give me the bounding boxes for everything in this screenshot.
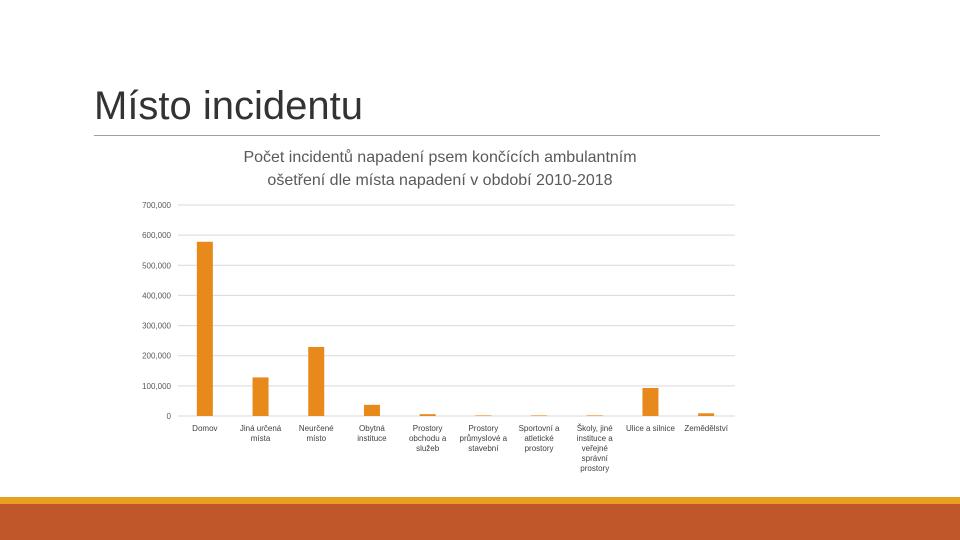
x-tick-label: Sportovní a atletické prostory [519,424,560,453]
footer-band [0,504,960,540]
bar [308,346,325,416]
footer-accent-stripe [0,497,960,504]
y-tick-label: 700,000 [142,201,171,210]
bar [419,414,436,416]
bar [252,377,269,416]
slide-title: Místo incidentu [94,84,364,128]
bar [475,415,492,416]
y-tick-label: 400,000 [142,291,171,300]
x-tick-label: Domov [192,424,217,433]
x-tick-label: Prostory průmyslové a stavební [460,424,508,453]
bar [698,413,715,416]
x-tick-label: Zemědělství [684,424,728,433]
x-tick-label: Prostory obchodu a služeb [409,424,447,453]
bar [196,241,213,416]
bar [531,415,548,416]
y-tick-label: 500,000 [142,261,171,270]
chart-title: Počet incidentů napadení psem končících … [190,146,690,192]
bar [586,415,603,416]
title-divider [94,135,880,136]
x-tick-label: Ulice a silnice [626,424,675,433]
bar [642,387,659,416]
y-tick-label: 600,000 [142,231,171,240]
chart-title-line-1: Počet incidentů napadení psem končících … [243,149,637,166]
x-tick-label: Neurčené místo [299,424,334,443]
y-tick-label: 300,000 [142,322,171,331]
y-tick-label: 0 [167,412,172,421]
bar [363,404,380,416]
y-tick-label: 100,000 [142,382,171,391]
x-tick-label: Obytná instituce [357,424,387,443]
x-tick-label: Jiná určená místa [240,424,282,443]
chart-title-line-2: ošetření dle místa napadení v období 201… [267,172,613,189]
x-tick-label: Školy, jiné instituce a veřejné správní pros… [577,424,614,473]
y-tick-label: 200,000 [142,352,171,361]
